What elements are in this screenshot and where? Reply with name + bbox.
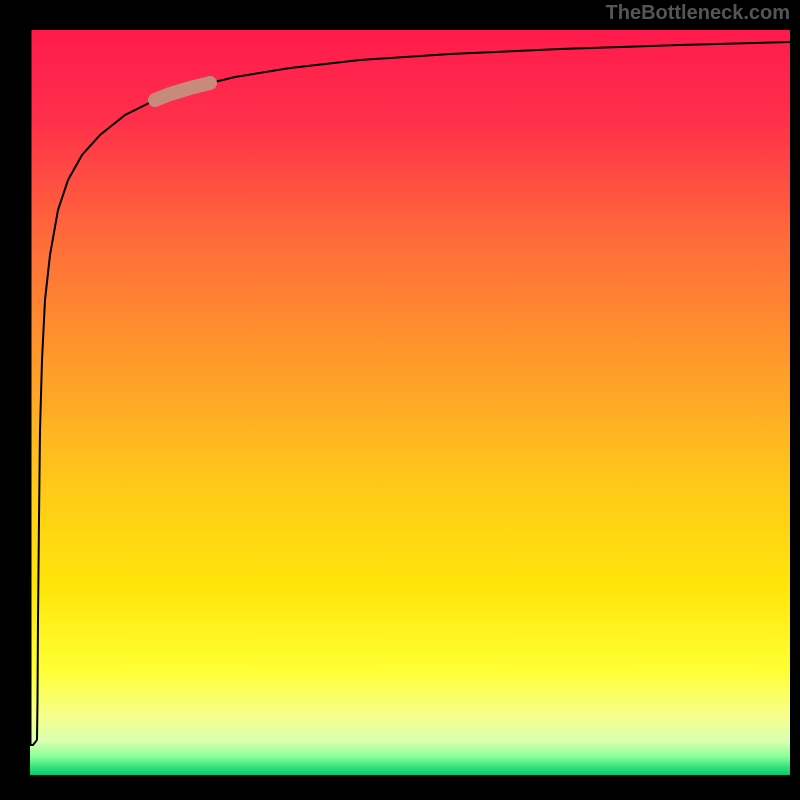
plot-area-gradient	[30, 30, 790, 775]
chart-container: TheBottleneck.com	[0, 0, 800, 800]
chart-svg	[0, 0, 800, 800]
attribution-label: TheBottleneck.com	[606, 2, 790, 25]
